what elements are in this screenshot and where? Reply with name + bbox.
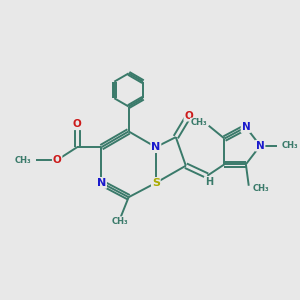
Text: N: N xyxy=(256,141,265,151)
Text: O: O xyxy=(73,119,82,129)
Text: H: H xyxy=(205,177,213,187)
Text: CH₃: CH₃ xyxy=(253,184,270,193)
Text: S: S xyxy=(152,178,160,188)
Text: CH₃: CH₃ xyxy=(191,118,207,127)
Text: N: N xyxy=(97,178,106,188)
Text: CH₃: CH₃ xyxy=(282,141,298,150)
Text: O: O xyxy=(184,111,193,121)
Text: CH₃: CH₃ xyxy=(112,217,128,226)
Text: N: N xyxy=(242,122,250,132)
Text: O: O xyxy=(53,155,62,165)
Text: N: N xyxy=(151,142,160,152)
Text: CH₃: CH₃ xyxy=(15,155,32,164)
